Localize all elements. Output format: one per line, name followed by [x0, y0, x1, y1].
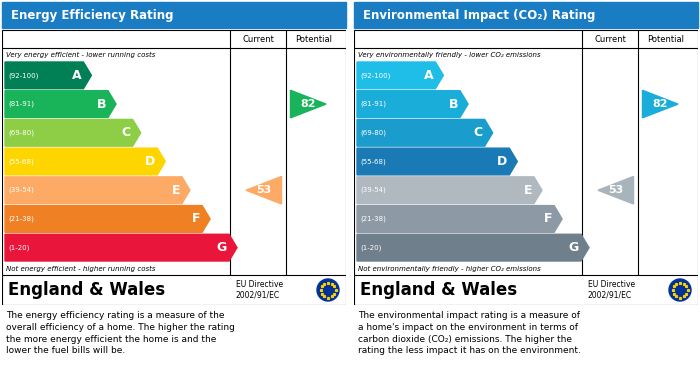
Polygon shape — [5, 206, 210, 232]
Polygon shape — [5, 91, 116, 117]
Text: (69-80): (69-80) — [360, 129, 386, 136]
Text: (92-100): (92-100) — [360, 72, 391, 79]
Polygon shape — [5, 148, 165, 175]
Text: G: G — [568, 241, 579, 254]
Polygon shape — [357, 62, 443, 89]
Text: B: B — [97, 98, 106, 111]
Polygon shape — [643, 90, 678, 118]
Text: Not energy efficient - higher running costs: Not energy efficient - higher running co… — [6, 265, 155, 272]
Text: E: E — [172, 184, 180, 197]
Polygon shape — [5, 234, 237, 261]
Text: B: B — [449, 98, 458, 111]
Text: (39-54): (39-54) — [8, 187, 34, 194]
Text: Very environmentally friendly - lower CO₂ emissions: Very environmentally friendly - lower CO… — [358, 52, 540, 57]
Polygon shape — [598, 176, 634, 204]
Text: D: D — [145, 155, 155, 168]
Text: (55-68): (55-68) — [8, 158, 34, 165]
Text: (1-20): (1-20) — [8, 244, 29, 251]
Polygon shape — [5, 62, 92, 89]
Circle shape — [317, 279, 339, 301]
Text: E: E — [524, 184, 532, 197]
Text: C: C — [122, 126, 131, 139]
Text: England & Wales: England & Wales — [8, 281, 165, 299]
Text: F: F — [192, 212, 200, 226]
Text: Current: Current — [594, 34, 626, 43]
Text: D: D — [497, 155, 508, 168]
Polygon shape — [357, 91, 468, 117]
Text: England & Wales: England & Wales — [360, 281, 517, 299]
Text: 53: 53 — [256, 185, 271, 195]
Text: G: G — [217, 241, 227, 254]
Polygon shape — [5, 119, 141, 146]
Polygon shape — [357, 234, 589, 261]
Text: 82: 82 — [652, 99, 668, 109]
Polygon shape — [357, 206, 562, 232]
Text: The environmental impact rating is a measure of
a home's impact on the environme: The environmental impact rating is a mea… — [358, 311, 581, 355]
Polygon shape — [5, 177, 190, 204]
Polygon shape — [357, 119, 493, 146]
Text: Energy Efficiency Rating: Energy Efficiency Rating — [10, 9, 173, 22]
Polygon shape — [357, 177, 542, 204]
Text: Potential: Potential — [295, 34, 332, 43]
Polygon shape — [246, 176, 281, 204]
Text: (39-54): (39-54) — [360, 187, 386, 194]
Text: (55-68): (55-68) — [360, 158, 386, 165]
Text: A: A — [72, 69, 81, 82]
Text: C: C — [474, 126, 483, 139]
Text: (1-20): (1-20) — [360, 244, 382, 251]
Text: (81-91): (81-91) — [8, 101, 34, 107]
Text: A: A — [424, 69, 433, 82]
Text: (69-80): (69-80) — [8, 129, 34, 136]
Text: EU Directive
2002/91/EC: EU Directive 2002/91/EC — [236, 280, 283, 300]
Text: 82: 82 — [301, 99, 316, 109]
Text: (92-100): (92-100) — [8, 72, 38, 79]
Text: F: F — [544, 212, 552, 226]
Polygon shape — [357, 148, 517, 175]
Text: (21-38): (21-38) — [360, 216, 386, 222]
Text: (81-91): (81-91) — [360, 101, 386, 107]
Text: (21-38): (21-38) — [8, 216, 34, 222]
Circle shape — [669, 279, 691, 301]
Text: Potential: Potential — [648, 34, 685, 43]
Text: Very energy efficient - lower running costs: Very energy efficient - lower running co… — [6, 52, 155, 57]
Text: Current: Current — [242, 34, 274, 43]
Text: The energy efficiency rating is a measure of the
overall efficiency of a home. T: The energy efficiency rating is a measur… — [6, 311, 235, 355]
Text: Not environmentally friendly - higher CO₂ emissions: Not environmentally friendly - higher CO… — [358, 265, 540, 272]
Text: Environmental Impact (CO₂) Rating: Environmental Impact (CO₂) Rating — [363, 9, 595, 22]
Text: 53: 53 — [608, 185, 623, 195]
Polygon shape — [290, 90, 326, 118]
Text: EU Directive
2002/91/EC: EU Directive 2002/91/EC — [588, 280, 635, 300]
